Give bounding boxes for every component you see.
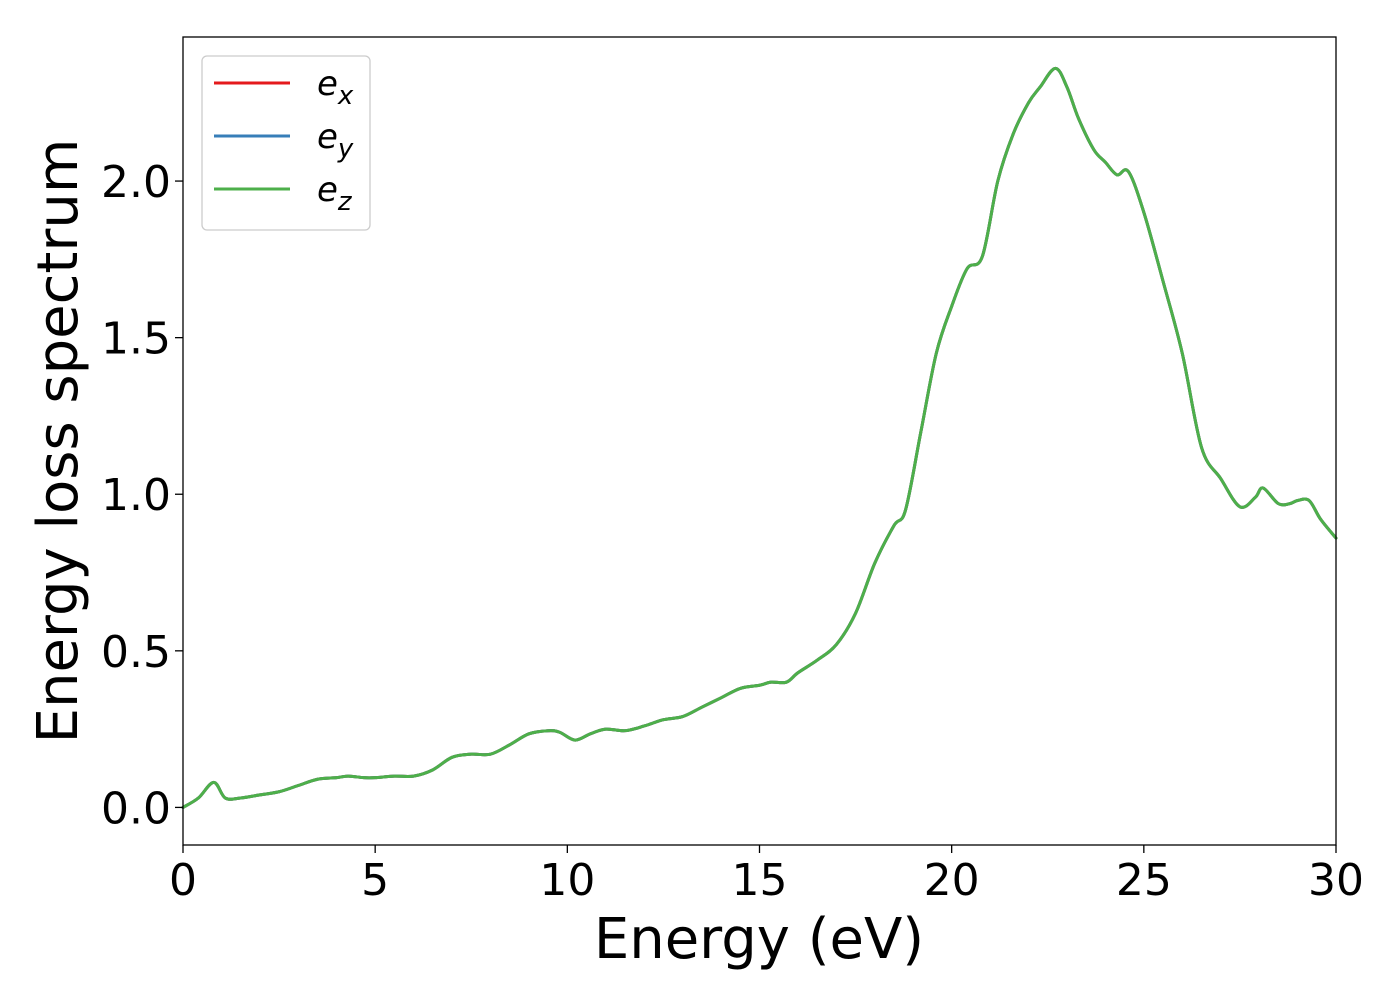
x-tick-label: 10 [539,855,595,906]
x-axis-ticks: 0 5 10 15 20 25 30 [169,845,1364,906]
x-tick-label: 0 [169,855,197,906]
y-axis-ticks: 0.0 0.5 1.0 1.5 2.0 [101,157,183,834]
legend-label-y: ey [317,117,354,164]
legend-box [201,55,371,231]
y-axis-label: Energy loss spectrum [26,139,91,744]
series-layer [181,66,1338,809]
legend-label-x: ex [317,64,354,111]
y-tick-label: 2.0 [101,157,171,208]
y-tick-label: 1.5 [101,314,171,365]
x-tick-label: 30 [1308,855,1364,906]
series-line-z [181,66,1338,809]
y-tick-label: 0.5 [101,627,171,678]
y-tick-label: 1.0 [101,470,171,521]
x-tick-label: 5 [361,855,389,906]
x-tick-label: 20 [924,855,980,906]
x-tick-label: 25 [1116,855,1172,906]
y-tick-label: 0.0 [101,783,171,834]
x-tick-label: 15 [732,855,788,906]
x-axis-label: Energy (eV) [594,907,924,972]
